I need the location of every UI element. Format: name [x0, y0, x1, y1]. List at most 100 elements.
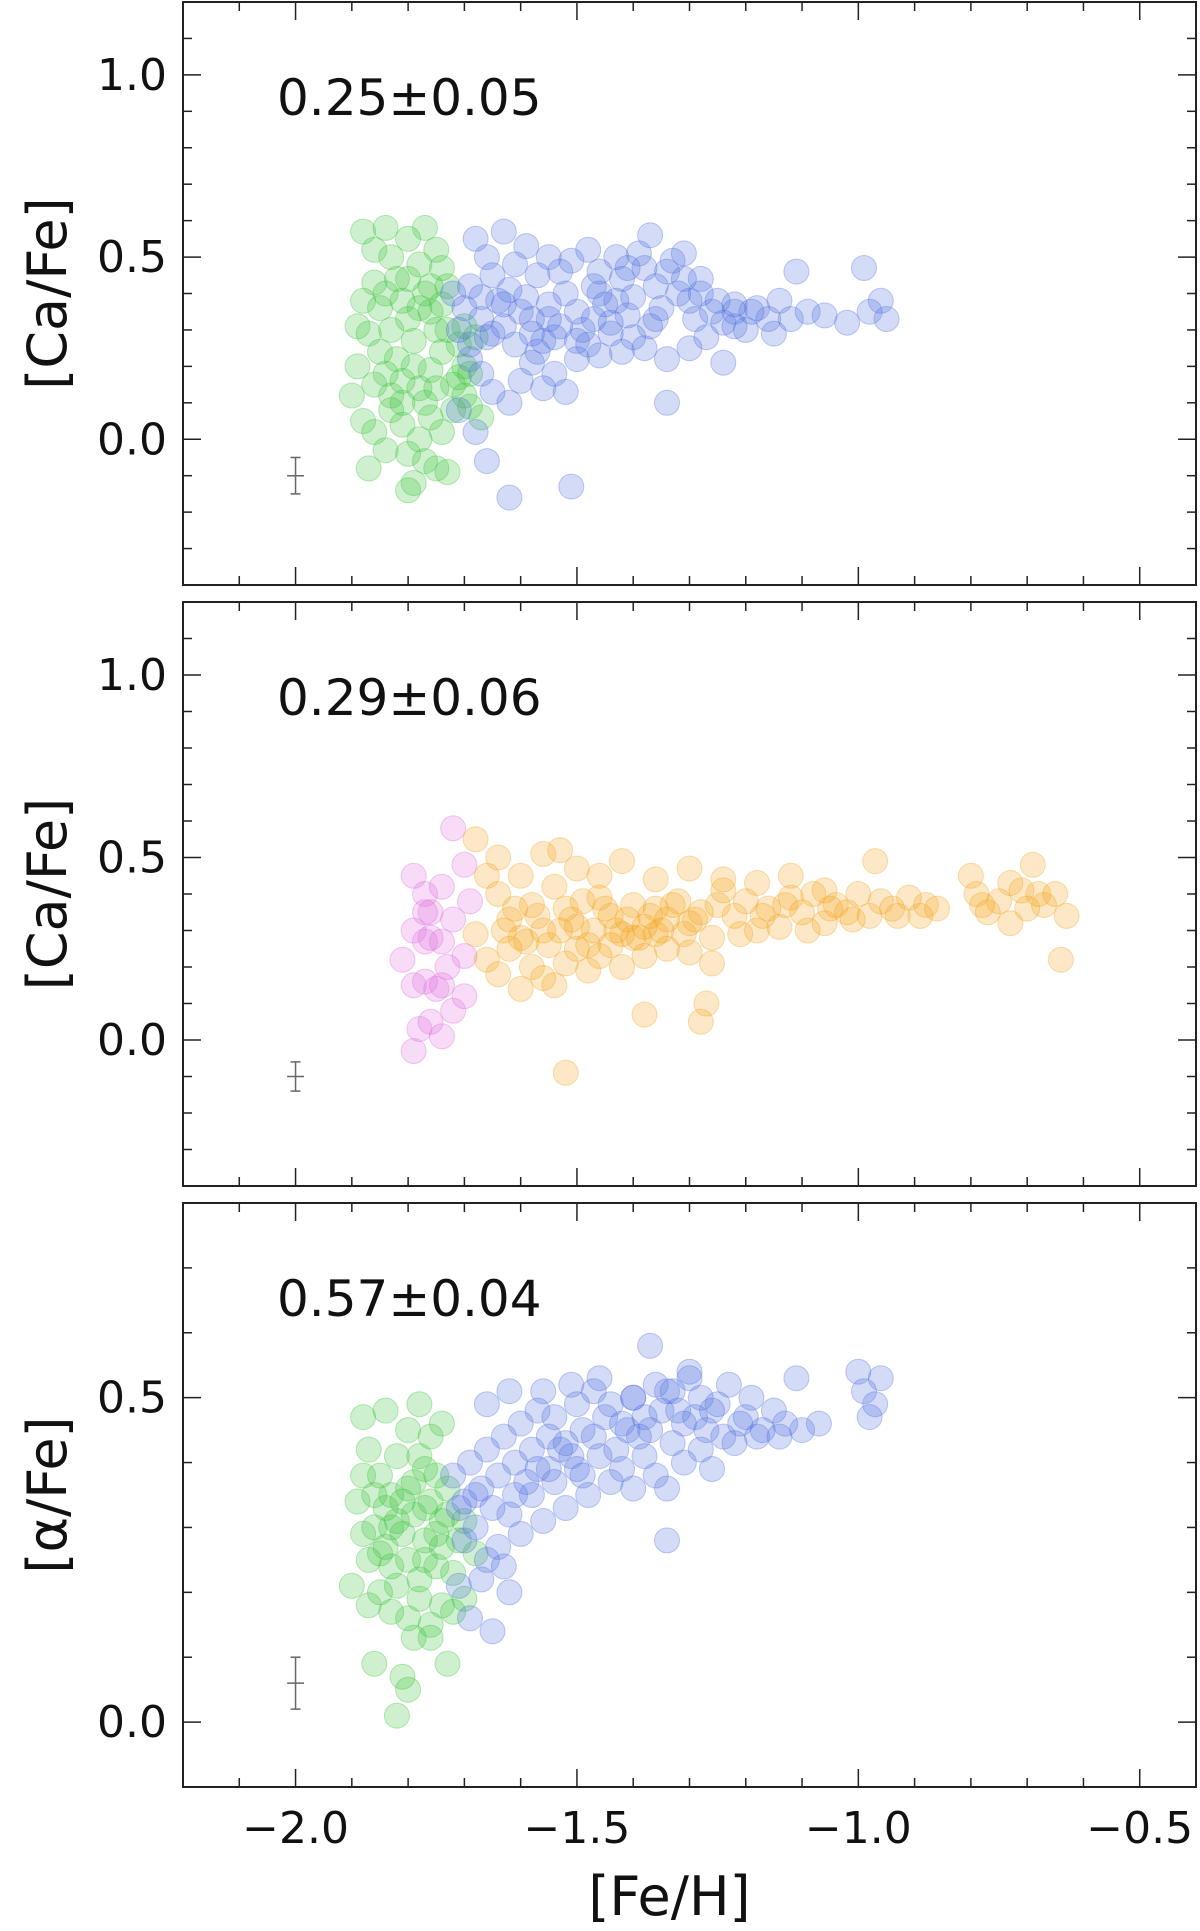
data-point: [986, 888, 1012, 915]
data-point: [715, 1371, 742, 1398]
panel-3-annotation: 0.57±0.04: [277, 1270, 542, 1328]
data-point: [473, 324, 500, 351]
data-point: [682, 1404, 709, 1431]
data-point: [794, 298, 821, 325]
data-point: [406, 1585, 433, 1612]
data-point: [614, 1417, 641, 1444]
data-point: [395, 1676, 422, 1703]
data-point: [580, 273, 607, 300]
data-point: [383, 265, 410, 292]
data-point: [749, 902, 776, 929]
data-point: [575, 957, 602, 984]
data-point: [1053, 902, 1080, 929]
data-point: [552, 378, 579, 405]
data-point: [862, 1391, 889, 1418]
data-point: [614, 255, 641, 281]
data-point: [490, 1553, 517, 1580]
data-point: [445, 1572, 472, 1599]
data-point: [834, 309, 861, 336]
data-point: [654, 258, 680, 285]
data-point: [1031, 892, 1057, 918]
data-point: [609, 1456, 635, 1482]
data-point: [558, 473, 585, 500]
data-point: [507, 975, 534, 1002]
data-point: [350, 408, 377, 434]
data-point: [451, 1508, 478, 1534]
y-tick-label: 0.5: [97, 1373, 167, 1424]
data-point: [744, 295, 770, 322]
data-point: [642, 1371, 669, 1398]
data-point: [670, 240, 697, 267]
data-point: [457, 273, 483, 300]
data-point: [907, 902, 934, 929]
data-point: [372, 1533, 399, 1560]
data-point: [350, 1520, 377, 1547]
data-point: [412, 899, 438, 926]
data-point: [490, 1423, 517, 1450]
data-point: [822, 892, 849, 918]
data-point: [417, 899, 444, 926]
data-point: [744, 917, 770, 944]
data-point: [395, 1605, 422, 1632]
data-point: [507, 367, 534, 394]
data-point: [704, 892, 731, 918]
data-point: [440, 906, 467, 933]
data-point: [558, 247, 585, 274]
data-point: [766, 287, 793, 314]
data-point: [879, 895, 906, 922]
data-point: [783, 1365, 810, 1392]
data-point: [851, 255, 877, 281]
data-point: [563, 935, 590, 962]
data-point: [676, 855, 703, 882]
data-point: [552, 280, 579, 307]
data-point: [974, 899, 1001, 926]
data-point: [563, 298, 590, 325]
data-point: [485, 881, 512, 907]
data-point: [428, 419, 455, 445]
data-point: [760, 320, 787, 347]
data-point: [496, 935, 523, 962]
data-point: [406, 1391, 433, 1418]
data-point: [749, 1417, 776, 1444]
data-point: [400, 353, 427, 380]
data-point: [389, 946, 416, 973]
data-point: [451, 1488, 478, 1515]
data-point: [727, 1410, 754, 1437]
panel-2-points: [389, 815, 1080, 1086]
data-point: [535, 1456, 562, 1482]
data-point: [400, 972, 427, 999]
data-point: [586, 258, 613, 285]
data-point: [389, 1663, 416, 1690]
data-point: [462, 1514, 489, 1541]
data-point: [395, 225, 422, 252]
data-point: [406, 1566, 433, 1593]
data-point: [535, 306, 562, 332]
data-point: [428, 928, 455, 955]
data-point: [395, 1475, 422, 1502]
data-point: [563, 1391, 590, 1418]
data-point: [406, 251, 433, 278]
data-point: [412, 280, 438, 307]
data-point: [721, 902, 748, 929]
data-point: [777, 306, 804, 332]
data-point: [428, 1410, 455, 1437]
data-point: [361, 419, 388, 445]
data-point: [721, 291, 748, 318]
data-point: [642, 1462, 669, 1489]
data-point: [445, 397, 472, 424]
data-point: [710, 349, 737, 376]
data-point: [732, 316, 759, 343]
data-point: [552, 1430, 579, 1457]
data-point: [406, 1443, 433, 1470]
data-point: [434, 1475, 461, 1502]
panel-3-points: [338, 1332, 894, 1729]
data-point: [423, 1462, 450, 1489]
x-tick-label: −2.0: [242, 1803, 349, 1854]
data-point: [412, 1527, 438, 1554]
data-point: [361, 236, 388, 263]
data-point: [620, 1475, 647, 1502]
data-point: [575, 932, 602, 959]
data-point: [361, 371, 388, 398]
data-point: [687, 1384, 714, 1411]
